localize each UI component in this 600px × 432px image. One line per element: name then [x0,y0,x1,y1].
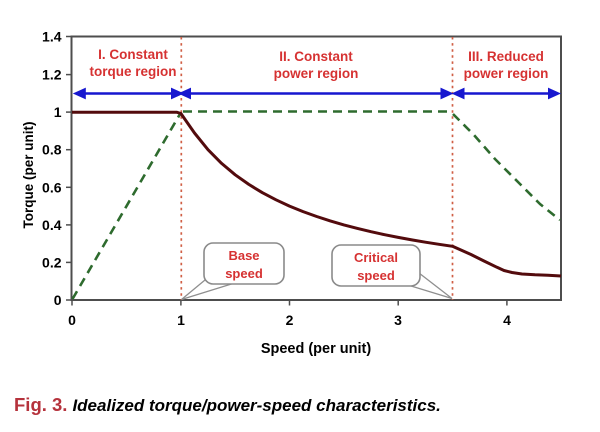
svg-text:Torque (per unit): Torque (per unit) [21,122,36,229]
svg-text:III. Reduced: III. Reduced [468,49,544,64]
svg-text:0: 0 [68,312,76,328]
svg-text:0.6: 0.6 [42,179,62,195]
svg-text:1: 1 [54,104,62,120]
svg-text:1: 1 [177,312,185,328]
svg-text:1.2: 1.2 [42,67,62,83]
svg-text:power region: power region [274,66,359,81]
svg-text:4: 4 [503,312,511,328]
svg-text:torque region: torque region [90,64,177,79]
svg-text:Base: Base [228,248,259,263]
svg-text:2: 2 [286,312,294,328]
svg-text:speed: speed [225,266,263,281]
svg-text:0.4: 0.4 [42,217,62,233]
svg-text:0: 0 [54,292,62,308]
svg-text:3: 3 [394,312,402,328]
svg-text:speed: speed [357,268,395,283]
svg-text:1.4: 1.4 [42,29,62,45]
svg-text:Critical: Critical [354,250,398,265]
svg-text:0.2: 0.2 [42,254,62,270]
svg-text:Fig. 3.Idealized torque/power-: Fig. 3. Idealized torque/power-speed char… [14,394,441,415]
svg-text:0.8: 0.8 [42,142,62,158]
svg-text:II. Constant: II. Constant [279,49,353,64]
svg-text:Speed (per unit): Speed (per unit) [261,341,372,357]
svg-text:I. Constant: I. Constant [98,47,168,62]
svg-text:power region: power region [464,66,549,81]
